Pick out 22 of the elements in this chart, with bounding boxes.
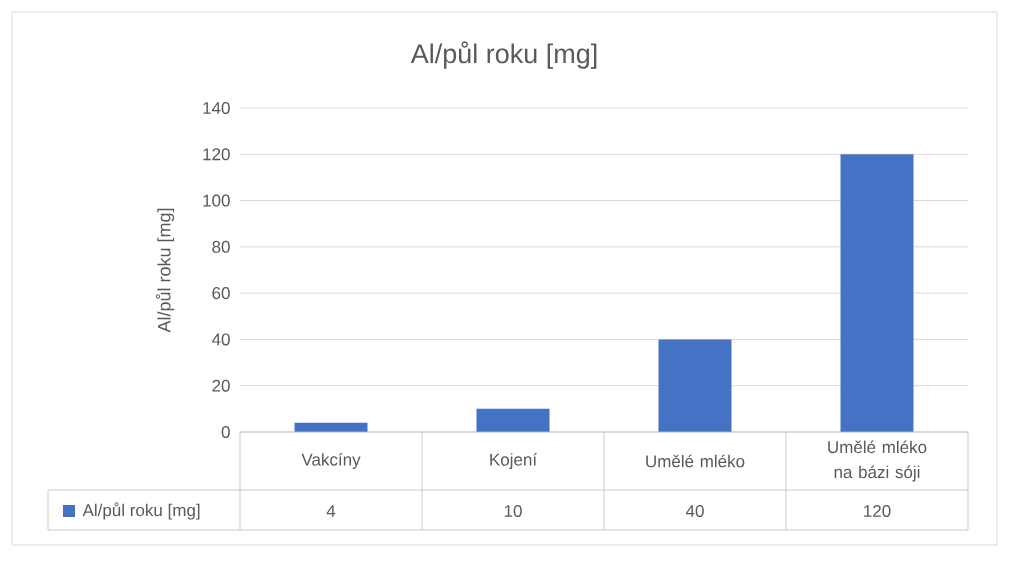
y-tick-label: 20 [212,379,230,392]
chart-title: Al/půl roku [mg] [410,41,597,69]
x-tick-label: Vakcíny [301,452,361,470]
y-tick-label: 140 [203,101,230,115]
y-tick-label: 100 [203,194,230,207]
data-label: 4 [326,505,336,517]
y-axis-title: Al/půl roku [mg] [155,208,175,333]
data-label: 40 [685,504,704,518]
x-tick-label: Umělé mléko [646,454,745,468]
y-tick-label: 40 [211,333,230,346]
data-label: 120 [864,504,891,518]
bar [658,339,732,432]
y-tick-label: 80 [212,240,230,253]
data-label: 10 [504,504,522,518]
x-tick-label: Umělé mléko na bázi sóji [828,440,927,482]
y-tick-label: 120 [203,148,230,161]
y-tick-label: 0 [221,425,230,439]
y-tick-label: 60 [212,287,230,300]
legend-label: Al/půl roku [mg] [82,502,200,520]
x-tick-label: Kojení [490,452,538,470]
bar [840,154,914,432]
bar [476,408,550,432]
